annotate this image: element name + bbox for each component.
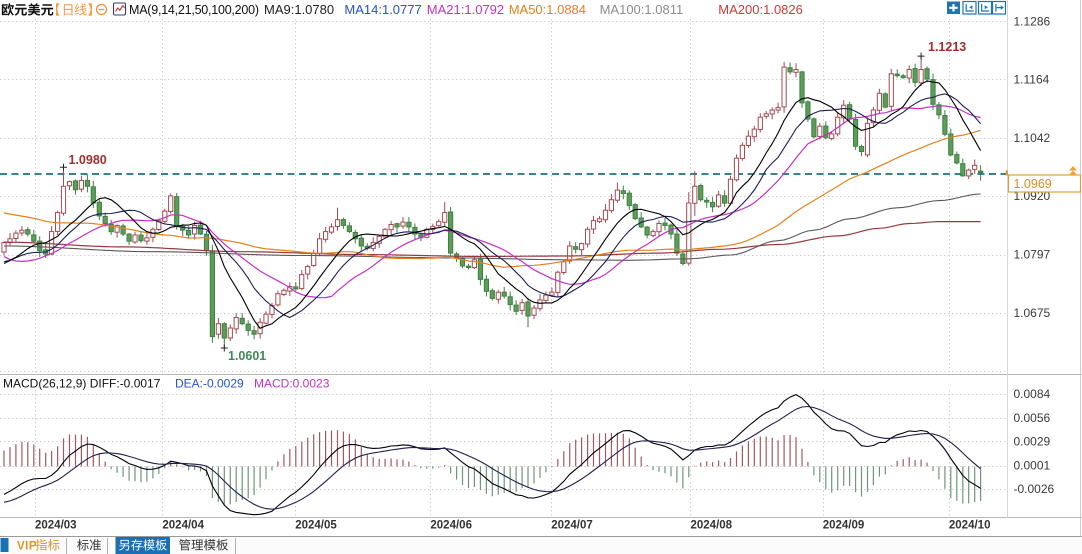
svg-text:2024/05: 2024/05: [295, 520, 337, 532]
svg-text:0.0001: 0.0001: [1014, 459, 1051, 473]
svg-text:1.1213: 1.1213: [928, 40, 966, 54]
svg-text:2024/06: 2024/06: [430, 520, 472, 532]
svg-text:1.1286: 1.1286: [1014, 14, 1051, 28]
svg-text:MA200:1.0826: MA200:1.0826: [718, 2, 803, 17]
svg-text:1.1042: 1.1042: [1014, 131, 1051, 145]
svg-text:2024/09: 2024/09: [823, 520, 865, 532]
svg-text:0.0056: 0.0056: [1014, 411, 1051, 425]
svg-text:2024/10: 2024/10: [949, 520, 991, 532]
svg-text:2024/07: 2024/07: [551, 520, 593, 532]
svg-text:MACD(26,12,9) DIFF:-0.0017: MACD(26,12,9) DIFF:-0.0017: [3, 377, 161, 391]
svg-text:1.0980: 1.0980: [69, 153, 107, 167]
svg-text:2024/04: 2024/04: [162, 520, 204, 532]
svg-text:MA9:1.0780: MA9:1.0780: [264, 2, 334, 17]
svg-text:1.1164: 1.1164: [1014, 73, 1050, 87]
svg-text:VIP: VIP: [17, 541, 37, 553]
svg-text:0.0084: 0.0084: [1014, 387, 1051, 401]
svg-text:0.0029: 0.0029: [1014, 434, 1051, 448]
svg-text:-0.0026: -0.0026: [1014, 482, 1055, 496]
svg-text:2024/08: 2024/08: [691, 520, 733, 532]
svg-text:1.0969: 1.0969: [1014, 177, 1052, 191]
svg-text:1.0675: 1.0675: [1014, 306, 1051, 320]
svg-text:MA(9,14,21,50,100,200): MA(9,14,21,50,100,200): [129, 3, 259, 17]
svg-text:DEA:-0.0029: DEA:-0.0029: [175, 377, 244, 391]
svg-text:MA50:1.0884: MA50:1.0884: [509, 2, 586, 17]
svg-text:MA21:1.0792: MA21:1.0792: [427, 2, 504, 17]
svg-text:MA14:1.0777: MA14:1.0777: [344, 2, 421, 17]
svg-text:1.0797: 1.0797: [1014, 248, 1051, 262]
svg-text:MA100:1.0811: MA100:1.0811: [600, 2, 684, 17]
svg-text:2024/03: 2024/03: [35, 520, 77, 532]
svg-text:MACD:0.0023: MACD:0.0023: [254, 377, 330, 391]
svg-text:1.0601: 1.0601: [228, 349, 266, 363]
